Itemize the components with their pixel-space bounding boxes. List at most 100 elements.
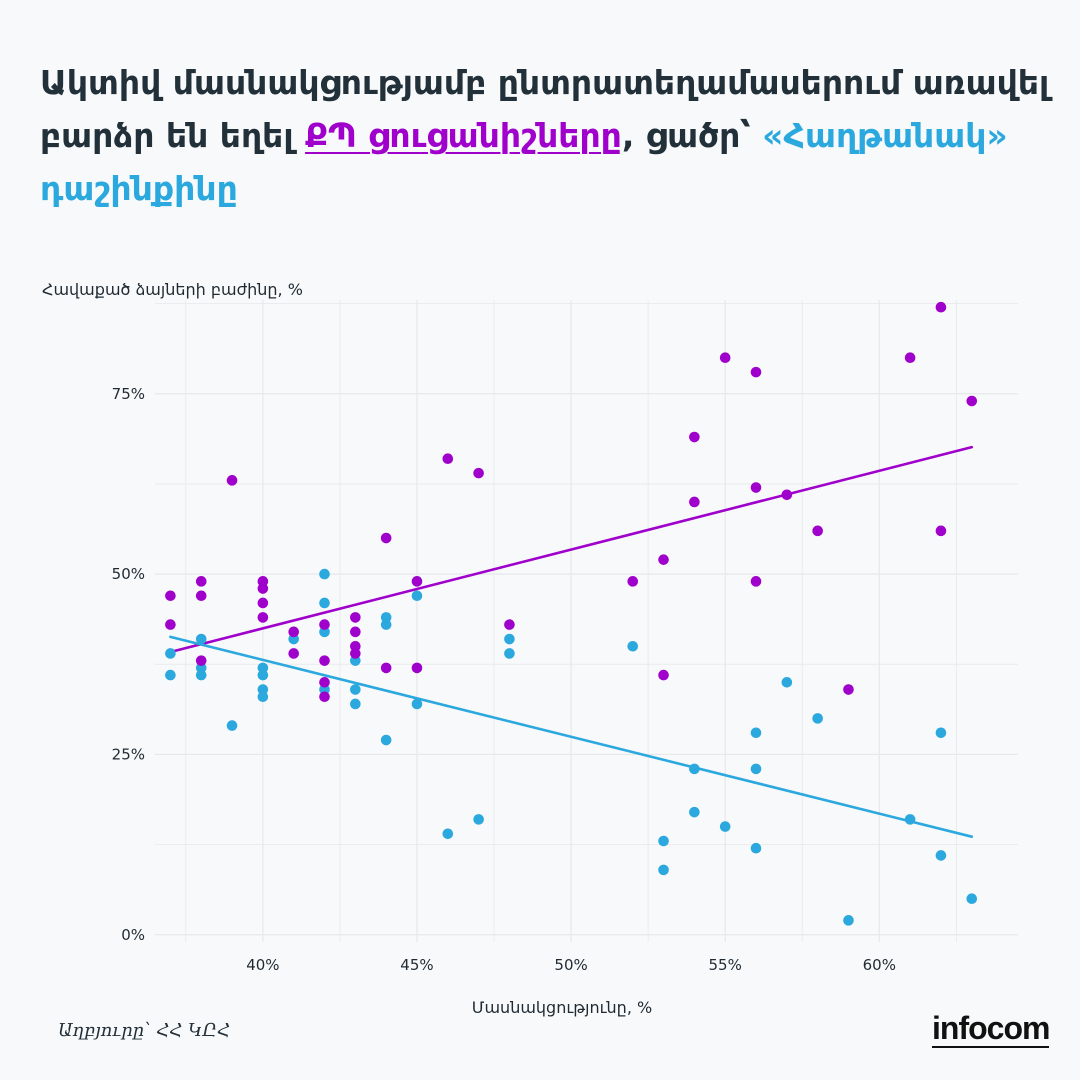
trend-line-haghtanak	[169, 635, 974, 838]
data-point-haghtanak	[627, 640, 639, 652]
source-note: Աղբյուրը՝ ՀՀ ԿԸՀ	[58, 1020, 231, 1041]
data-point-kp	[165, 590, 176, 602]
grid-lines	[155, 300, 1018, 942]
data-point-haghtanak	[750, 727, 762, 739]
data-point-kp	[473, 467, 484, 479]
title-highlight-haghtanak: «Հաղթանակ» դաշինքինը	[40, 116, 1008, 208]
data-point-haghtanak	[689, 763, 700, 775]
data-points	[165, 301, 978, 926]
data-point-haghtanak	[719, 821, 731, 832]
data-point-kp	[257, 612, 269, 623]
data-point-haghtanak	[165, 648, 176, 659]
data-point-kp	[350, 626, 361, 638]
data-point-kp	[380, 532, 392, 544]
data-point-haghtanak	[257, 691, 269, 703]
data-point-kp	[257, 583, 269, 594]
data-point-haghtanak	[843, 915, 854, 926]
data-point-kp	[195, 655, 207, 666]
x-tick-label: 60%	[863, 956, 896, 974]
data-point-haghtanak	[411, 590, 423, 602]
data-point-kp	[658, 554, 669, 565]
data-point-haghtanak	[689, 806, 700, 818]
trend-lines	[169, 445, 974, 838]
x-tick-label: 55%	[709, 956, 742, 974]
title-text-2: , ցածր՝	[621, 116, 763, 155]
data-point-kp	[781, 489, 793, 501]
data-point-haghtanak	[350, 698, 361, 710]
data-point-haghtanak	[935, 850, 947, 861]
data-point-kp	[319, 619, 330, 630]
data-point-haghtanak	[966, 893, 978, 905]
data-point-haghtanak	[319, 568, 330, 580]
data-point-haghtanak	[658, 864, 669, 876]
data-point-haghtanak	[165, 669, 176, 681]
data-point-kp	[195, 590, 207, 602]
data-point-kp	[627, 576, 639, 587]
data-point-kp	[411, 576, 423, 587]
data-point-kp	[195, 576, 207, 587]
x-axis-label: Մասնակցությունը, %	[471, 998, 653, 1017]
x-tick-label: 40%	[246, 956, 279, 974]
data-point-kp	[843, 684, 854, 695]
title-highlight-kp: ՔՊ ցուցանիշները	[305, 116, 622, 155]
data-point-haghtanak	[504, 633, 515, 645]
data-point-haghtanak	[195, 669, 207, 681]
data-point-kp	[750, 576, 762, 587]
data-point-kp	[904, 352, 916, 364]
data-point-kp	[689, 431, 700, 443]
data-point-kp	[442, 453, 454, 464]
data-point-kp	[411, 662, 423, 674]
data-point-kp	[750, 482, 762, 493]
x-tick-label: 45%	[400, 956, 433, 974]
data-point-kp	[319, 655, 330, 666]
y-tick-label: 50%	[112, 565, 145, 583]
data-point-kp	[319, 677, 330, 688]
y-tick-label: 0%	[121, 926, 145, 944]
y-tick-label: 25%	[112, 745, 145, 763]
data-point-kp	[719, 352, 731, 364]
x-tick-label: 50%	[554, 956, 587, 974]
axis-ticks: 40% 45% 50% 55% 60% 0% 25% 50% 75%	[112, 385, 896, 974]
data-point-haghtanak	[442, 828, 454, 840]
trend-line-kp	[169, 445, 974, 654]
chart-title: Ակտիվ մասնակցությամբ ընտրատեղամասերում ա…	[40, 56, 1050, 215]
data-point-haghtanak	[812, 713, 823, 724]
y-tick-label: 75%	[112, 385, 145, 403]
data-point-haghtanak	[904, 814, 916, 825]
title-text: Ակտիվ մասնակցությամբ ընտրատեղամասերում ա…	[40, 63, 1050, 155]
data-point-kp	[257, 597, 269, 609]
data-point-haghtanak	[380, 734, 392, 746]
data-point-haghtanak	[473, 814, 484, 825]
data-point-kp	[935, 525, 947, 537]
infocom-logo: infocom	[932, 1010, 1050, 1048]
data-point-kp	[812, 525, 823, 537]
y-axis-label: Հավաքած ձայների բաժինը, %	[42, 280, 303, 299]
data-point-haghtanak	[504, 648, 515, 659]
data-point-haghtanak	[226, 720, 238, 731]
data-point-haghtanak	[750, 763, 762, 775]
data-point-kp	[658, 669, 669, 681]
data-point-kp	[966, 395, 978, 407]
data-point-kp	[288, 626, 299, 638]
data-point-kp	[380, 662, 392, 674]
data-point-kp	[319, 691, 330, 703]
data-point-haghtanak	[658, 835, 669, 847]
data-point-haghtanak	[319, 597, 330, 609]
data-point-haghtanak	[350, 684, 361, 695]
data-point-kp	[350, 612, 361, 623]
data-point-haghtanak	[257, 669, 269, 681]
data-point-kp	[689, 496, 700, 508]
data-point-haghtanak	[411, 698, 423, 710]
data-point-kp	[350, 648, 361, 659]
data-point-kp	[288, 648, 299, 659]
data-point-haghtanak	[781, 677, 793, 688]
data-point-kp	[935, 301, 947, 313]
data-point-haghtanak	[195, 633, 207, 645]
data-point-kp	[226, 475, 238, 486]
data-point-haghtanak	[380, 619, 392, 630]
data-point-kp	[504, 619, 515, 630]
data-point-kp	[165, 619, 176, 630]
data-point-haghtanak	[935, 727, 947, 739]
data-point-kp	[750, 366, 762, 378]
